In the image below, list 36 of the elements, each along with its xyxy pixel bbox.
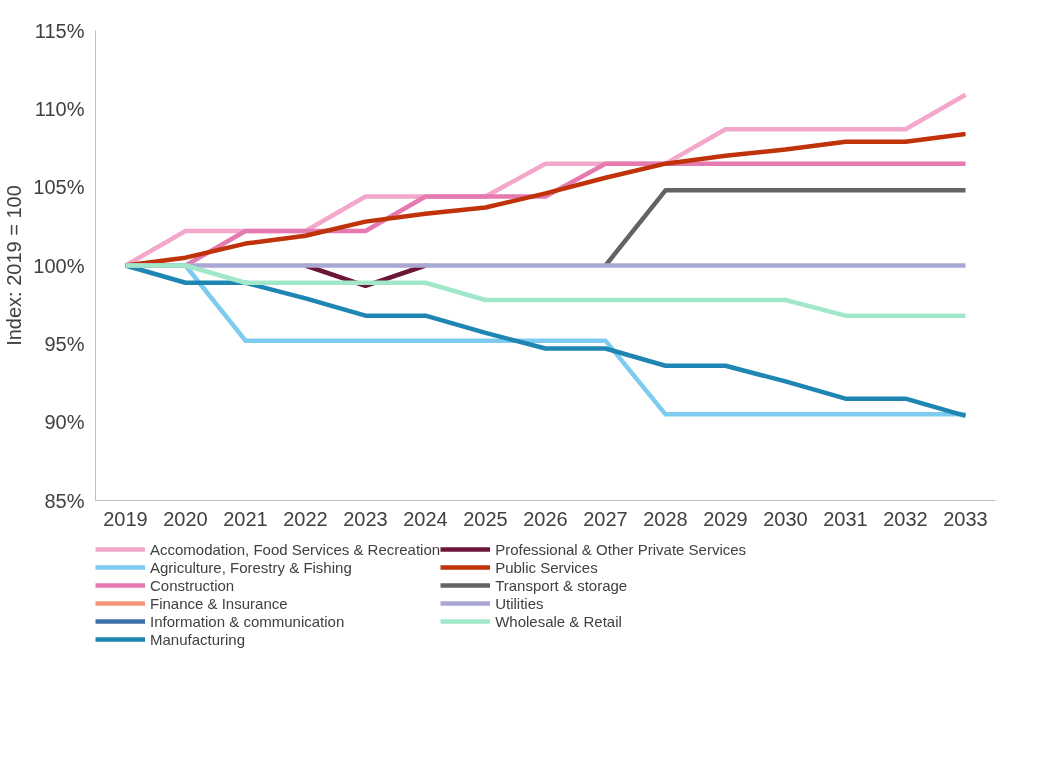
x-tick-label: 2020 bbox=[163, 507, 208, 530]
y-axis-title: Index: 2019 = 100 bbox=[3, 185, 26, 346]
legend-label: Construction bbox=[150, 576, 235, 594]
line-series bbox=[123, 263, 968, 318]
legend-label: Professional & Other Private Services bbox=[495, 540, 747, 558]
legend-label: Public Services bbox=[495, 558, 598, 576]
x-tick-label: 2023 bbox=[343, 507, 388, 530]
legend-label: Wholesale & Retail bbox=[495, 612, 622, 630]
x-tick-label: 2033 bbox=[943, 507, 988, 530]
legend-label: Finance & Insurance bbox=[150, 594, 288, 612]
x-tick-label: 2025 bbox=[463, 507, 508, 530]
x-tick-label: 2026 bbox=[523, 507, 568, 530]
x-tick-label: 2028 bbox=[643, 507, 688, 530]
y-tick-label: 105% bbox=[33, 176, 85, 199]
x-tick-label: 2024 bbox=[403, 507, 448, 530]
x-tick-label: 2032 bbox=[883, 507, 928, 530]
x-tick-label: 2019 bbox=[103, 507, 148, 530]
x-tick-label: 2022 bbox=[283, 507, 328, 530]
x-tick-label: 2031 bbox=[823, 507, 868, 530]
legend-label: Manufacturing bbox=[150, 630, 246, 648]
x-tick-label: 2029 bbox=[703, 507, 748, 530]
x-tick-label: 2030 bbox=[763, 507, 808, 530]
legend-label: Transport & storage bbox=[495, 576, 628, 594]
y-tick-label: 95% bbox=[44, 332, 85, 355]
line-series bbox=[123, 131, 968, 268]
y-tick-label: 85% bbox=[44, 489, 85, 512]
legend-label: Utilities bbox=[495, 594, 544, 612]
legend-label: Accomodation, Food Services & Recreation bbox=[150, 540, 441, 558]
legend-label: Agriculture, Forestry & Fishing bbox=[150, 558, 352, 576]
y-tick-label: 90% bbox=[44, 411, 85, 434]
x-tick-label: 2027 bbox=[583, 507, 628, 530]
y-tick-label: 115% bbox=[34, 19, 85, 42]
y-tick-label: 100% bbox=[33, 254, 85, 277]
y-tick-label: 110% bbox=[34, 97, 85, 120]
legend-label: Information & communication bbox=[150, 612, 345, 630]
x-tick-label: 2021 bbox=[223, 507, 268, 530]
